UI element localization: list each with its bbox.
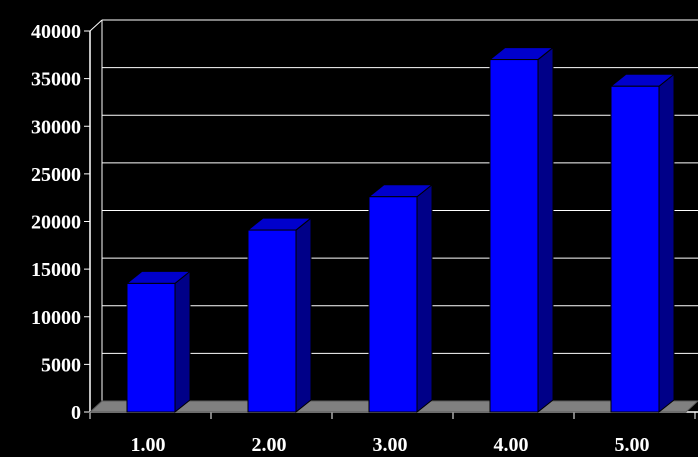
bar-front-face — [247, 229, 297, 413]
y-tick-label: 5000 — [41, 354, 81, 376]
bar-side-face — [537, 46, 554, 414]
bar-side-face — [658, 73, 675, 414]
y-axis-tick-labels: 0 5000 10000 15000 20000 25000 30000 35000 40000 — [31, 21, 81, 424]
x-tick-label: 5.00 — [615, 434, 650, 456]
y-tick-label: 30000 — [31, 116, 81, 138]
x-tick-label: 1.00 — [131, 434, 166, 456]
bar-side-face — [174, 270, 191, 414]
y-tick-label: 0 — [71, 402, 81, 424]
y-tick-label: 15000 — [31, 259, 81, 281]
y-tick-label: 20000 — [31, 212, 81, 234]
y-tick-label: 35000 — [31, 69, 81, 91]
bar-front-face — [489, 59, 539, 413]
bar — [488, 46, 555, 414]
bar-side-face — [416, 183, 433, 414]
bars — [125, 46, 676, 414]
y-tick-label: 25000 — [31, 164, 81, 186]
bar — [125, 270, 192, 414]
bar-front-face — [126, 282, 176, 413]
bar — [246, 217, 313, 414]
bar — [367, 183, 434, 414]
y-tick-label: 40000 — [31, 21, 81, 43]
x-tick-label: 2.00 — [252, 434, 287, 456]
x-tick-label: 4.00 — [494, 434, 529, 456]
bar-front-face — [368, 196, 418, 413]
side-wall-edge — [89, 19, 103, 32]
x-tick-label: 3.00 — [373, 434, 408, 456]
bar-front-face — [610, 85, 660, 413]
bar-side-face — [295, 217, 312, 414]
y-tick-label: 10000 — [31, 307, 81, 329]
bar — [609, 73, 676, 414]
x-axis-tick-labels: 1.00 2.00 3.00 4.00 5.00 — [131, 434, 650, 456]
